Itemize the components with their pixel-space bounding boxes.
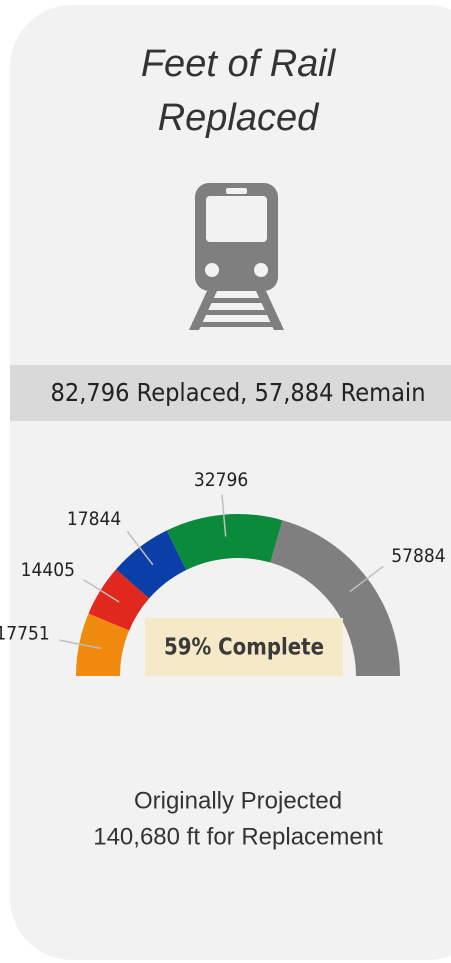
banner-text: 82,796 Replaced, 57,884 Remain (51, 378, 426, 407)
gauge-segment (76, 613, 130, 676)
footer-line: 140,680 ft for Replacement (93, 823, 383, 850)
footer-line: Originally Projected (134, 787, 342, 814)
data-label: 17751 (0, 623, 50, 645)
card (10, 5, 451, 960)
title-line: Replaced (158, 97, 320, 139)
title-line: Feet of Rail (141, 43, 337, 85)
leader-line (349, 565, 384, 593)
train-icon (189, 183, 284, 330)
gauge-segment (116, 530, 187, 599)
gauge-segment (166, 513, 283, 570)
leader-line (126, 531, 154, 566)
banner (10, 365, 451, 421)
center-box (145, 618, 343, 676)
gauge-segment (270, 520, 400, 676)
gauge-segment (88, 569, 150, 631)
leader-line (59, 639, 101, 650)
data-label: 32796 (194, 469, 248, 491)
data-label: 17844 (67, 508, 121, 530)
center-label: 59% Complete (164, 635, 324, 661)
leader-line (221, 494, 227, 537)
gauge: 17751 14405 17844 32796 57884 (0, 469, 446, 676)
leader-line (83, 579, 120, 603)
data-label: 57884 (391, 545, 445, 567)
data-label: 14405 (21, 559, 75, 581)
